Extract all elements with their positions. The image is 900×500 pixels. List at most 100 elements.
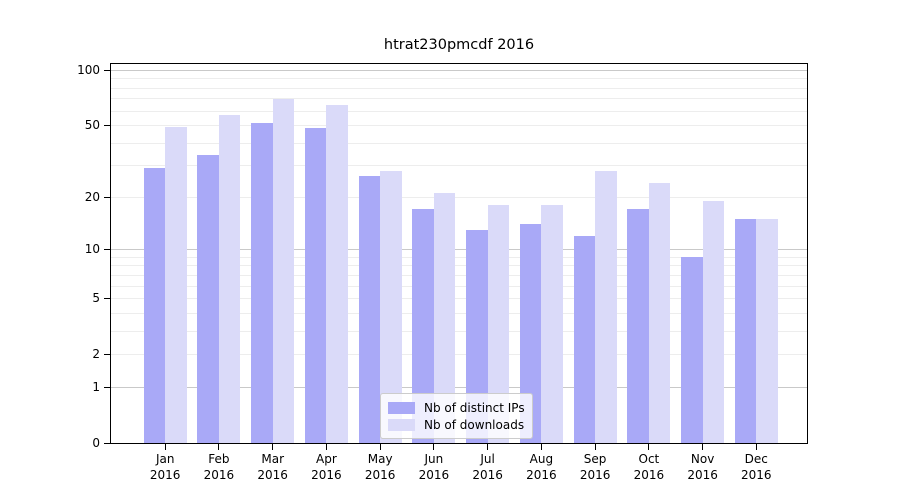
major-gridline-100: [111, 69, 807, 71]
minor-gridline-6: [111, 285, 807, 287]
y-tick-label-20: 20: [84, 189, 100, 204]
x-tick-year-mar: 2016: [257, 467, 288, 482]
x-tick-month-jul: Jul: [480, 452, 495, 466]
bar-jan-nb-of-distinct-ips: [143, 167, 166, 443]
x-tick-year-feb: 2016: [203, 467, 235, 482]
x-tick-label-may: May 2016: [348, 452, 412, 483]
y-tick-0: [104, 443, 110, 444]
minor-gridline-7: [111, 274, 807, 276]
x-tick-jan: [164, 444, 166, 450]
minor-gridline-60: [111, 110, 807, 112]
x-tick-label-oct: Oct 2016: [617, 452, 681, 483]
x-tick-apr: [325, 444, 327, 450]
x-tick-month-aug: Aug: [529, 452, 554, 466]
gridlines-layer: [111, 64, 807, 443]
x-tick-month-jan: Jan: [155, 452, 175, 466]
minor-gridline-9: [111, 256, 807, 258]
bar-dec-nb-of-downloads: [756, 218, 778, 443]
x-tick-label-nov: Nov 2016: [671, 452, 735, 483]
y-tick-1: [104, 386, 110, 388]
minor-gridline-20: [111, 196, 807, 198]
x-tick-jul: [487, 444, 489, 450]
x-tick-dec: [755, 444, 757, 450]
y-tick-label-10: 10: [84, 242, 100, 256]
bar-oct-nb-of-distinct-ips: [627, 209, 649, 443]
x-tick-year-aug: 2016: [526, 467, 557, 482]
x-tick-month-sep: Sep: [583, 452, 607, 466]
x-tick-month-feb: Feb: [208, 452, 230, 466]
x-tick-feb: [218, 444, 220, 450]
bar-aug-nb-of-distinct-ips: [519, 224, 542, 443]
minor-gridline-5: [111, 298, 807, 300]
minor-gridline-4: [111, 312, 807, 314]
minor-gridline-2: [111, 354, 807, 356]
x-tick-label-jul: Jul 2016: [456, 452, 520, 483]
legend-item-distinct-ips: Nb of distinct IPs: [388, 399, 525, 416]
x-tick-month-nov: Nov: [690, 452, 715, 466]
x-tick-year-jan: 2016: [149, 467, 181, 482]
legend-swatch-distinct-ips: [388, 401, 415, 414]
x-tick-month-may: May: [367, 452, 393, 466]
x-tick-may: [379, 444, 381, 450]
bar-mar-nb-of-downloads: [272, 99, 295, 443]
bars-layer: [111, 64, 807, 444]
x-tick-month-oct: Oct: [638, 452, 660, 466]
x-tick-label-aug: Aug 2016: [509, 452, 573, 483]
y-tick-label-100: 100: [77, 62, 100, 77]
major-gridline-1: [111, 386, 807, 388]
bar-apr-nb-of-downloads: [326, 105, 348, 443]
legend-item-downloads: Nb of downloads: [388, 416, 525, 433]
bar-jul-nb-of-downloads: [487, 204, 510, 443]
legend-label-downloads: Nb of downloads: [424, 417, 525, 432]
x-tick-jun: [433, 444, 435, 450]
chart-title: htrat230pmcdf 2016: [383, 37, 535, 53]
x-tick-sep: [594, 444, 596, 450]
bar-sep-nb-of-downloads: [595, 170, 617, 443]
bar-apr-nb-of-distinct-ips: [304, 128, 327, 443]
bar-may-nb-of-distinct-ips: [358, 176, 381, 443]
x-tick-aug: [540, 444, 542, 450]
x-tick-month-dec: Dec: [744, 452, 768, 466]
bar-jan-nb-of-downloads: [165, 126, 187, 443]
y-tick-20: [104, 196, 110, 198]
x-tick-label-sep: Sep 2016: [563, 452, 627, 483]
x-tick-label-jan: Jan 2016: [133, 452, 197, 483]
bar-jun-nb-of-distinct-ips: [412, 209, 434, 443]
x-tick-month-jun: Jun: [424, 452, 444, 466]
minor-gridline-70: [111, 98, 807, 100]
y-tick-2: [104, 354, 110, 356]
x-tick-year-sep: 2016: [579, 467, 611, 482]
x-tick-year-dec: 2016: [741, 467, 772, 482]
minor-gridline-30: [111, 165, 807, 167]
x-tick-year-nov: 2016: [687, 467, 718, 482]
bar-sep-nb-of-distinct-ips: [573, 235, 596, 443]
bar-nov-nb-of-downloads: [702, 200, 725, 443]
x-tick-month-mar: Mar: [261, 452, 284, 466]
minor-gridline-80: [111, 87, 807, 89]
x-tick-year-jun: 2016: [418, 467, 450, 482]
bar-feb-nb-of-distinct-ips: [197, 155, 219, 443]
y-tick-label-2: 2: [92, 347, 100, 362]
x-tick-nov: [702, 444, 704, 450]
legend-label-distinct-ips: Nb of distinct IPs: [424, 400, 525, 415]
bar-jul-nb-of-distinct-ips: [466, 229, 488, 443]
x-tick-year-apr: 2016: [311, 467, 342, 482]
x-tick-year-may: 2016: [364, 467, 396, 482]
x-tick-label-jun: Jun 2016: [402, 452, 466, 483]
y-tick-label-0: 0: [92, 436, 100, 450]
bar-feb-nb-of-downloads: [218, 114, 241, 443]
bar-jun-nb-of-downloads: [433, 193, 456, 443]
x-tick-oct: [648, 444, 650, 450]
y-tick-100: [104, 69, 110, 71]
x-tick-label-dec: Dec 2016: [724, 452, 788, 483]
bar-oct-nb-of-downloads: [648, 182, 671, 443]
minor-gridline-8: [111, 265, 807, 267]
x-tick-label-mar: Mar 2016: [241, 452, 305, 483]
y-tick-label-1: 1: [92, 379, 100, 394]
x-tick-label-apr: Apr 2016: [294, 452, 358, 483]
major-gridline-10: [111, 249, 807, 250]
legend-swatch-downloads: [388, 418, 415, 431]
legend: Nb of distinct IPs Nb of downloads: [380, 393, 533, 439]
minor-gridline-3: [111, 330, 807, 332]
